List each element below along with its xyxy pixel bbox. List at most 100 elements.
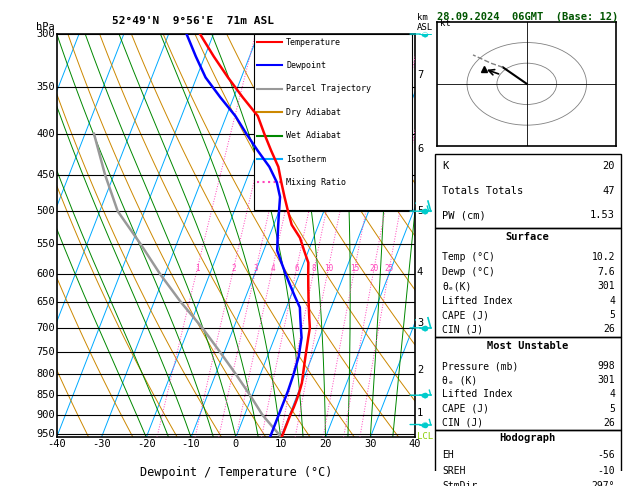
Text: 700: 700 xyxy=(36,323,55,333)
Text: ⬡: ⬡ xyxy=(421,208,428,214)
Text: 650: 650 xyxy=(36,297,55,307)
Text: Parcel Trajectory: Parcel Trajectory xyxy=(286,85,371,93)
Text: PW (cm): PW (cm) xyxy=(442,210,486,220)
Bar xyxy=(435,430,621,486)
Bar xyxy=(253,34,411,210)
Text: 52°49'N  9°56'E  71m ASL: 52°49'N 9°56'E 71m ASL xyxy=(112,16,274,26)
Text: 1.53: 1.53 xyxy=(590,210,615,220)
Text: Wet Adiabat: Wet Adiabat xyxy=(286,131,341,140)
Text: CAPE (J): CAPE (J) xyxy=(442,310,489,320)
Text: 26: 26 xyxy=(603,417,615,428)
Text: 297°: 297° xyxy=(592,482,615,486)
Bar xyxy=(435,337,621,430)
Text: -10: -10 xyxy=(182,439,201,450)
Text: K: K xyxy=(442,161,448,171)
Text: kt: kt xyxy=(440,19,451,28)
Text: 1: 1 xyxy=(417,408,423,418)
Text: 20: 20 xyxy=(603,161,615,171)
Text: 6: 6 xyxy=(294,264,299,273)
Text: CAPE (J): CAPE (J) xyxy=(442,403,489,414)
Text: 15: 15 xyxy=(350,264,359,273)
Text: 30: 30 xyxy=(364,439,377,450)
Text: km
ASL: km ASL xyxy=(417,13,433,32)
Text: 26: 26 xyxy=(603,325,615,334)
Text: 300: 300 xyxy=(36,29,55,39)
Text: 1: 1 xyxy=(195,264,199,273)
Text: ─: ─ xyxy=(419,323,424,332)
Text: 900: 900 xyxy=(36,410,55,420)
Text: 950: 950 xyxy=(36,429,55,439)
Text: 0: 0 xyxy=(233,439,239,450)
Text: Most Unstable: Most Unstable xyxy=(487,341,569,351)
Text: 301: 301 xyxy=(598,281,615,291)
Text: 6: 6 xyxy=(417,144,423,154)
Text: Dewpoint / Temperature (°C): Dewpoint / Temperature (°C) xyxy=(140,466,332,479)
Text: 47: 47 xyxy=(603,186,615,196)
Text: 10: 10 xyxy=(274,439,287,450)
Text: Dewpoint: Dewpoint xyxy=(286,61,326,70)
Text: 7.6: 7.6 xyxy=(598,267,615,277)
Text: 5: 5 xyxy=(610,403,615,414)
Text: 28.09.2024  06GMT  (Base: 12): 28.09.2024 06GMT (Base: 12) xyxy=(437,12,618,22)
Text: SREH: SREH xyxy=(442,466,465,476)
Text: 7: 7 xyxy=(417,70,423,80)
Text: 998: 998 xyxy=(598,361,615,371)
Text: 600: 600 xyxy=(36,269,55,279)
Text: ⬡: ⬡ xyxy=(421,31,428,37)
Text: ─: ─ xyxy=(419,391,424,399)
Text: 10: 10 xyxy=(324,264,333,273)
Text: 5: 5 xyxy=(417,206,423,216)
Text: 40: 40 xyxy=(409,439,421,450)
Text: Temperature: Temperature xyxy=(286,37,341,47)
Text: ─: ─ xyxy=(419,30,424,38)
Text: 20: 20 xyxy=(369,264,379,273)
Bar xyxy=(435,227,621,337)
Text: Temp (°C): Temp (°C) xyxy=(442,252,495,262)
Text: 400: 400 xyxy=(36,129,55,139)
Text: Dewpoint: Dewpoint xyxy=(286,61,326,70)
Text: 4: 4 xyxy=(610,295,615,306)
Text: Pressure (mb): Pressure (mb) xyxy=(442,361,519,371)
Text: -30: -30 xyxy=(92,439,111,450)
Text: Isotherm: Isotherm xyxy=(286,155,326,164)
Text: 301: 301 xyxy=(598,375,615,385)
Text: 10.2: 10.2 xyxy=(592,252,615,262)
Text: 4: 4 xyxy=(610,389,615,399)
Text: 8: 8 xyxy=(312,264,316,273)
Text: Mixing Ratio: Mixing Ratio xyxy=(286,178,346,187)
Text: -40: -40 xyxy=(47,439,66,450)
Text: EH: EH xyxy=(442,450,454,460)
Text: Isotherm: Isotherm xyxy=(286,155,326,164)
Text: 4: 4 xyxy=(270,264,275,273)
Text: Lifted Index: Lifted Index xyxy=(442,295,513,306)
Text: Totals Totals: Totals Totals xyxy=(442,186,523,196)
Text: -56: -56 xyxy=(598,450,615,460)
Text: 750: 750 xyxy=(36,347,55,357)
Text: Surface: Surface xyxy=(506,232,550,242)
Bar xyxy=(435,154,621,227)
Text: 3: 3 xyxy=(417,318,423,328)
Text: Temperature: Temperature xyxy=(286,37,341,47)
Text: θₑ(K): θₑ(K) xyxy=(442,281,472,291)
Text: Dewp (°C): Dewp (°C) xyxy=(442,267,495,277)
Text: ⬡: ⬡ xyxy=(421,392,428,398)
Text: CIN (J): CIN (J) xyxy=(442,417,483,428)
Text: -20: -20 xyxy=(137,439,155,450)
Text: 500: 500 xyxy=(36,206,55,216)
Text: 20: 20 xyxy=(320,439,331,450)
Text: Mixing Ratio: Mixing Ratio xyxy=(286,178,346,187)
Text: 25: 25 xyxy=(385,264,394,273)
Text: 3: 3 xyxy=(253,264,259,273)
Text: Dry Adiabat: Dry Adiabat xyxy=(286,108,341,117)
Text: LCL: LCL xyxy=(417,432,433,441)
Text: 550: 550 xyxy=(36,239,55,249)
Text: Dry Adiabat: Dry Adiabat xyxy=(286,108,341,117)
Text: 2: 2 xyxy=(231,264,236,273)
Text: Wet Adiabat: Wet Adiabat xyxy=(286,131,341,140)
Text: ─: ─ xyxy=(419,207,424,216)
Text: Parcel Trajectory: Parcel Trajectory xyxy=(286,85,371,93)
Text: 2: 2 xyxy=(417,365,423,375)
Text: hPa: hPa xyxy=(36,22,55,32)
Text: ⬡: ⬡ xyxy=(421,325,428,331)
Text: 4: 4 xyxy=(417,266,423,277)
